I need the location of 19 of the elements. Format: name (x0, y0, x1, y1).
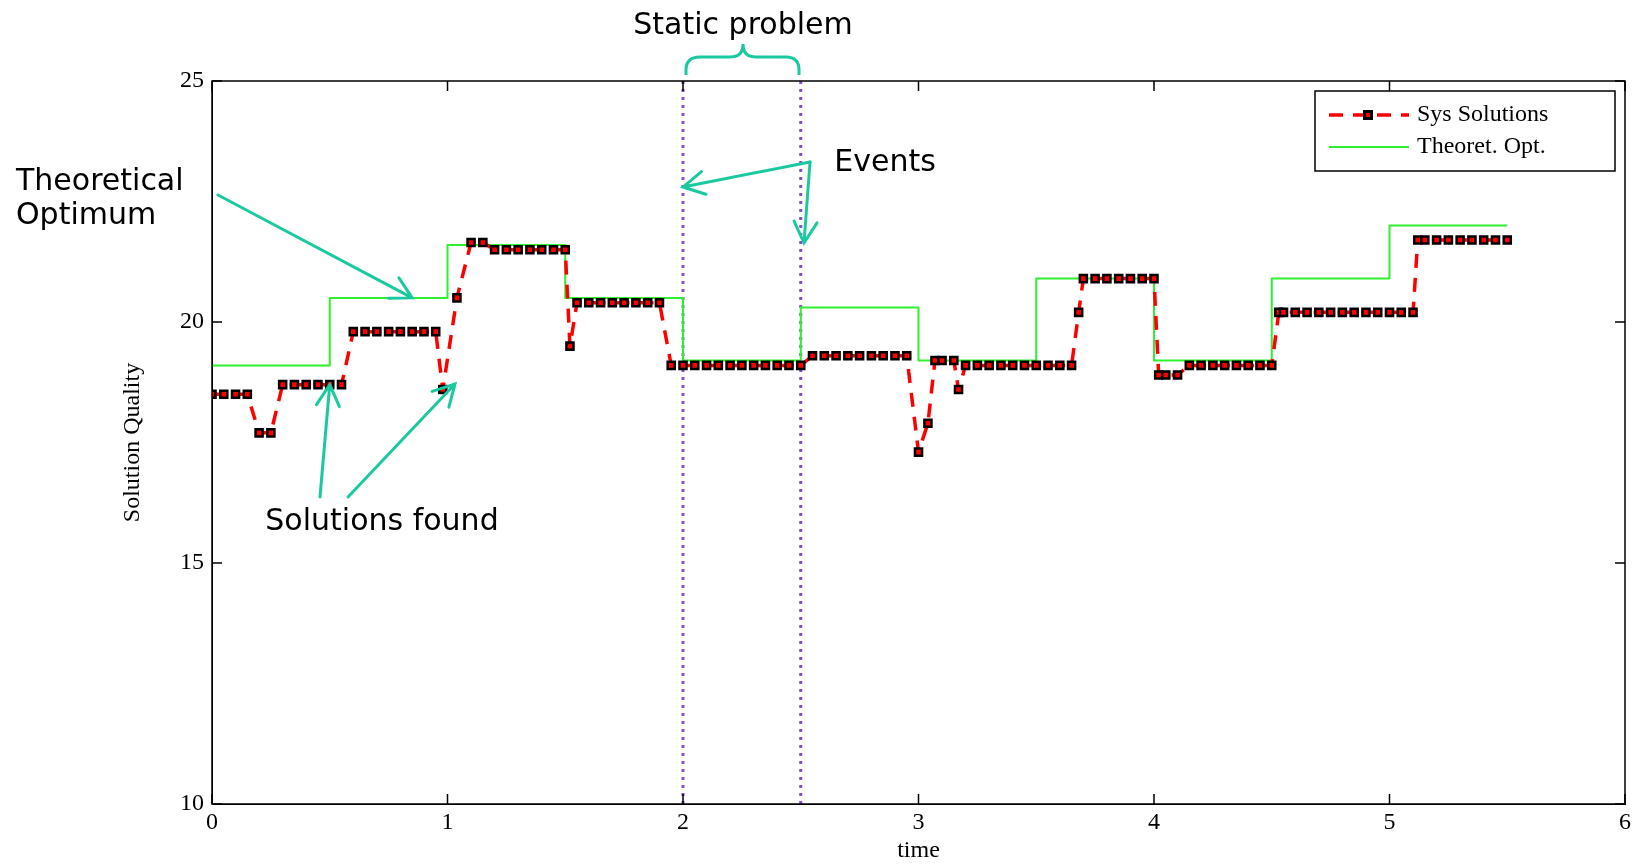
annotation: Solutions found (265, 501, 499, 537)
x-tick-label: 6 (1619, 807, 1631, 834)
annotation: Events (834, 142, 936, 178)
x-axis-title: time (897, 835, 940, 862)
x-tick-label: 5 (1383, 807, 1396, 834)
text: Static problem (633, 5, 853, 41)
y-tick-label: 20 (180, 307, 204, 334)
y-tick-label: 15 (180, 548, 204, 575)
annotation: Theoretical Optimum (15, 161, 184, 231)
x-tick-label: 0 (206, 807, 218, 834)
legend-label: Sys Solutions (1417, 100, 1549, 127)
x-tick-label: 3 (912, 807, 925, 834)
y-tick-label: 25 (180, 66, 204, 93)
x-tick-label: 2 (677, 807, 689, 834)
y-axis-title: Solution Quality (117, 362, 144, 523)
x-tick-label: 1 (441, 807, 454, 834)
y-tick-label: 10 (180, 789, 204, 816)
legend-label: Theoret. Opt. (1417, 132, 1546, 159)
x-tick-label: 4 (1148, 807, 1160, 834)
